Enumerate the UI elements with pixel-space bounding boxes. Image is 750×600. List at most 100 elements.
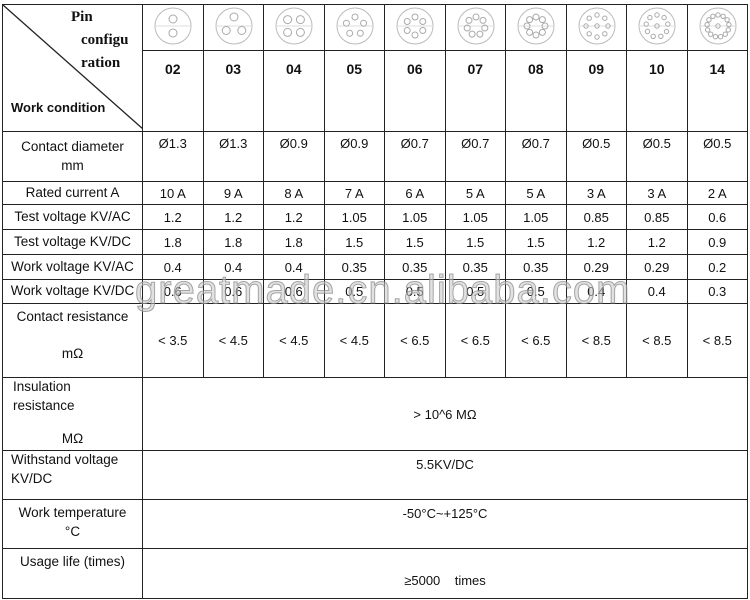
row-label-line: Test voltage KV/DC (13, 233, 132, 249)
cell-value: Ø0.5 (686, 131, 748, 182)
cell-value: < 6.5 (384, 303, 446, 378)
row-label-line: Work temperature (18, 505, 127, 520)
spec-table: Pin configu ration Work condition 02 03 04… (2, 4, 748, 599)
cell-value: 9 A (202, 181, 264, 205)
cell-value: 0.4 (565, 279, 627, 304)
row-label-line: Contact resistance (16, 309, 129, 324)
pin-count-header: 05 (323, 50, 385, 132)
cell-value: 1.5 (505, 229, 567, 255)
table-row: Work temperature °C -50°C~+125°C (2, 499, 748, 549)
cell-value: Ø1.3 (142, 131, 204, 182)
cell-value: 0.6 (263, 279, 325, 304)
row-label-line: Rated current A (25, 184, 120, 200)
pin-count-header: 09 (565, 50, 627, 132)
cell-value: 8 A (263, 181, 325, 205)
row-label: Withstand voltage KV/DC (2, 450, 143, 500)
cell-value: 1.2 (263, 204, 325, 230)
cell-value: Ø0.5 (565, 131, 627, 182)
cell-value: 0.29 (626, 254, 688, 280)
cell-value: 0.5 (323, 279, 385, 304)
cell-value: 5 A (505, 181, 567, 205)
diagonal-divider (3, 5, 143, 129)
row-label: Work temperature °C (2, 499, 143, 549)
table-row: Contact resistance mΩ < 3.5 < 4.5 < 4.5 < 4.5… (2, 303, 748, 378)
cell-value: > 10^6 MΩ (142, 377, 748, 451)
cell-value: ≥5000 times (142, 548, 748, 599)
cell-value: 1.5 (384, 229, 446, 255)
cell-value: 1.05 (323, 204, 385, 230)
cell-value: Ø0.9 (323, 131, 385, 182)
pin-diagram (626, 4, 688, 51)
row-label: Work voltage KV/DC (2, 279, 143, 304)
pin-label-1: Pin (71, 9, 93, 25)
row-label: Rated current A (2, 181, 143, 205)
cell-value: 1.2 (142, 204, 204, 230)
cell-value: 1.8 (263, 229, 325, 255)
cell-value: 7 A (323, 181, 385, 205)
cell-value: 0.5 (505, 279, 567, 304)
pin-diagram (142, 4, 204, 51)
cell-value: Ø0.7 (384, 131, 446, 182)
cell-value: 0.4 (263, 254, 325, 280)
row-label: Contact diameter mm (2, 131, 143, 182)
cell-value: 0.6 (142, 279, 204, 304)
pin-count-header: 04 (263, 50, 325, 132)
pin-diagram (565, 4, 627, 51)
cell-value: < 8.5 (686, 303, 748, 378)
cell-value: 0.3 (686, 279, 748, 304)
table-row: Test voltage KV/AC 1.2 1.2 1.2 1.05 1.05 1.05 1… (2, 204, 748, 230)
work-condition-label: Work condition (11, 100, 106, 115)
pin-count-header: 06 (384, 50, 446, 132)
cell-value: Ø0.7 (444, 131, 506, 182)
pin-label-2: configu (81, 32, 129, 48)
cell-value: < 8.5 (565, 303, 627, 378)
cell-value: 1.8 (202, 229, 264, 255)
cell-value: 1.2 (202, 204, 264, 230)
row-label-line: Contact diameter (21, 138, 124, 154)
table-row: Withstand voltage KV/DC 5.5KV/DC (2, 450, 748, 500)
row-label-line: mΩ (61, 345, 84, 361)
cell-value: 5.5KV/DC (142, 450, 748, 500)
row-label: Test voltage KV/DC (2, 229, 143, 255)
cell-value: < 6.5 (444, 303, 506, 378)
pin-diagram (444, 4, 506, 51)
cell-value: 1.05 (384, 204, 446, 230)
cell-value: 0.35 (444, 254, 506, 280)
row-label-line: mm (61, 157, 84, 173)
pin-count-header: 07 (444, 50, 506, 132)
cell-value: 0.29 (565, 254, 627, 280)
cell-value: 0.4 (142, 254, 204, 280)
cell-value: < 6.5 (505, 303, 567, 378)
cell-value: 1.5 (444, 229, 506, 255)
cell-value: < 4.5 (323, 303, 385, 378)
cell-value: Ø1.3 (202, 131, 264, 182)
cell-value: Ø0.5 (626, 131, 688, 182)
cell-value: 0.6 (202, 279, 264, 304)
cell-value: 0.35 (323, 254, 385, 280)
cell-value: 0.85 (626, 204, 688, 230)
cell-value: 0.85 (565, 204, 627, 230)
pin-diagram (323, 4, 385, 51)
cell-value: Ø0.7 (505, 131, 567, 182)
cell-value: 6 A (384, 181, 446, 205)
row-label-line: KV/DC (11, 470, 53, 486)
table-row: Work voltage KV/DC 0.6 0.6 0.6 0.5 0.5 0.5 0.5 0… (2, 279, 748, 304)
table-row: Usage life (times) ≥5000 times (2, 548, 748, 599)
cell-value: 0.5 (384, 279, 446, 304)
cell-value: 1.2 (626, 229, 688, 255)
row-label-line: Work voltage KV/AC (11, 258, 134, 274)
pin-diagram (202, 4, 264, 51)
cell-value: 0.4 (626, 279, 688, 304)
cell-value: 3 A (626, 181, 688, 205)
row-label: Contact resistance mΩ (2, 303, 143, 378)
cell-value: -50°C~+125°C (142, 499, 748, 549)
cell-value: 1.05 (444, 204, 506, 230)
pin-count-header: 03 (202, 50, 264, 132)
table-row: Test voltage KV/DC 1.8 1.8 1.8 1.5 1.5 1.5 1.5 1… (2, 229, 748, 255)
row-label-line: MΩ (61, 430, 84, 446)
pin-label-3: ration (81, 55, 121, 71)
table-row: Contact diameter mm Ø1.3 Ø1.3 Ø0.9 Ø0.9 Ø0.7 Ø0… (2, 131, 748, 182)
row-label-line: Withstand voltage (11, 452, 119, 467)
header-corner: Pin configu ration Work condition (2, 4, 143, 132)
pin-diagram (505, 4, 567, 51)
